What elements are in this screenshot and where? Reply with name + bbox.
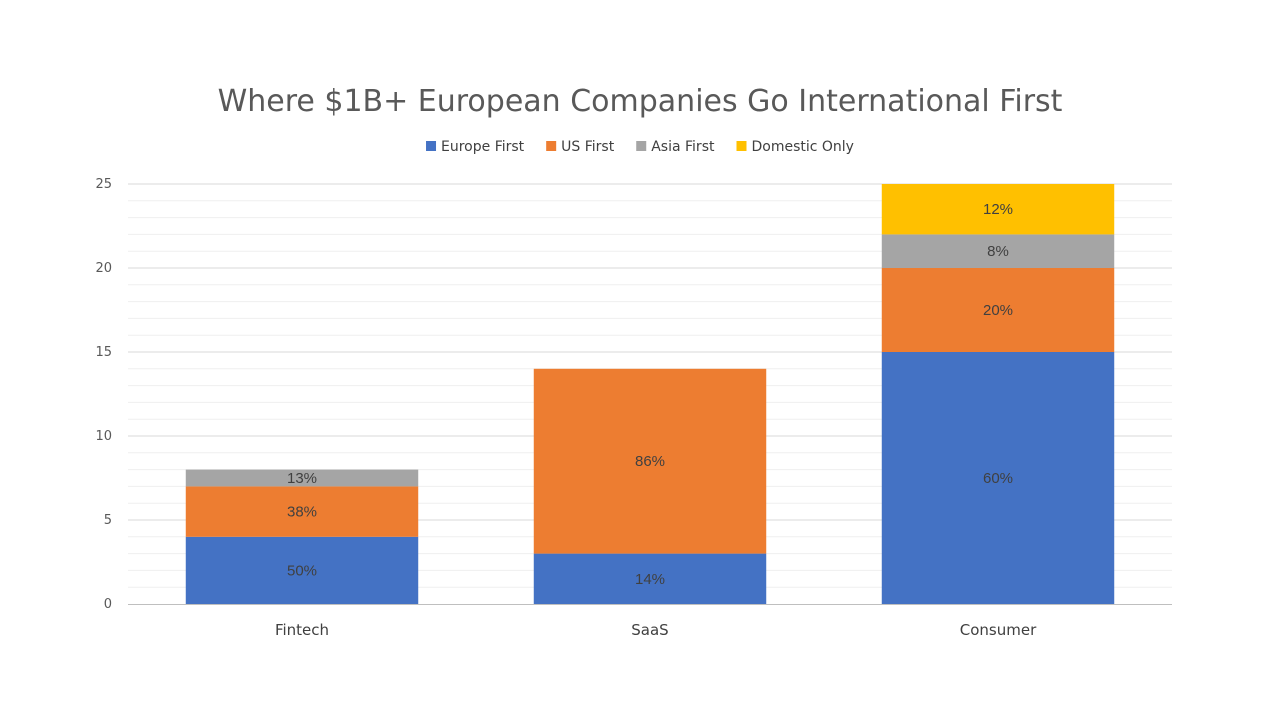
bar-segment [881, 268, 1115, 352]
data-label: 60% [983, 470, 1013, 487]
bar-segment [533, 368, 767, 554]
bar-segment [881, 352, 1115, 604]
bar-segment [881, 184, 1115, 235]
y-tick-label: 10 [95, 429, 112, 444]
y-tick-label: 15 [95, 345, 112, 360]
legend-item: US First [546, 139, 615, 155]
legend-swatch [736, 141, 747, 151]
bar-segment [185, 536, 419, 604]
bar-segment [533, 553, 767, 604]
legend-item: Domestic Only [736, 139, 854, 155]
legend-label: US First [561, 139, 615, 155]
bar-segment [881, 234, 1115, 268]
data-label: 20% [983, 302, 1013, 319]
data-label: 86% [635, 453, 665, 470]
y-tick-label: 25 [95, 177, 112, 192]
data-label: 8% [987, 243, 1009, 260]
data-label: 13% [287, 470, 317, 487]
x-tick-label: Consumer [960, 621, 1037, 639]
chart-title: Where $1B+ European Companies Go Interna… [218, 84, 1063, 119]
y-tick-label: 0 [104, 597, 112, 612]
data-label: 50% [287, 562, 317, 579]
bar-stack-fintech: 50% 38% 13% [185, 469, 419, 604]
bar-segment [185, 486, 419, 537]
legend-item: Asia First [636, 139, 715, 155]
data-label: 14% [635, 571, 665, 588]
x-axis: Fintech SaaS Consumer [128, 604, 1172, 639]
legend-swatch [426, 141, 437, 151]
legend-label: Domestic Only [751, 139, 853, 155]
bars: 50% 38% 13% 14% 86% 60% 20% 8% 12% [185, 184, 1115, 604]
legend-item: Europe First [426, 139, 525, 155]
data-label: 12% [983, 201, 1013, 218]
legend-swatch [546, 141, 557, 151]
bar-stack-consumer: 60% 20% 8% 12% [881, 184, 1115, 604]
legend: Europe First US First Asia First Domestic O… [426, 139, 854, 155]
y-tick-label: 20 [95, 261, 112, 276]
legend-swatch [636, 141, 647, 151]
x-tick-label: SaaS [631, 621, 668, 639]
data-label: 38% [287, 504, 317, 521]
x-tick-label: Fintech [275, 621, 329, 639]
legend-label: Europe First [441, 139, 525, 155]
y-axis: 0 5 10 15 20 25 [95, 177, 112, 612]
y-tick-label: 5 [104, 513, 112, 528]
legend-label: Asia First [651, 139, 715, 155]
bar-segment [185, 469, 419, 487]
bar-stack-saas: 14% 86% [533, 368, 767, 604]
